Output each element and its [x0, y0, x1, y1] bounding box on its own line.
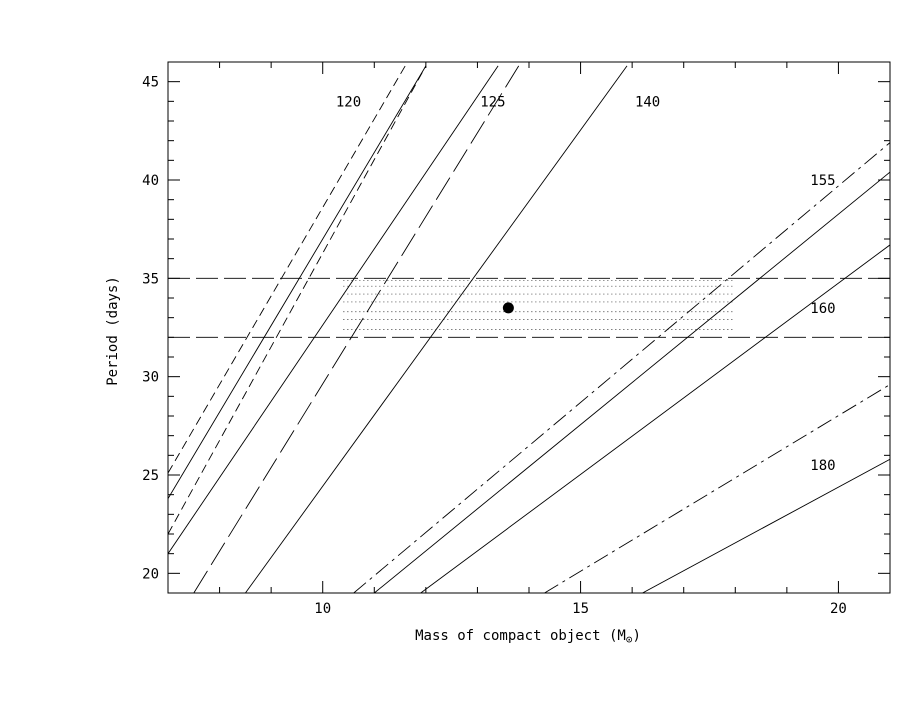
series-line-6 [353, 142, 890, 593]
x-axis-title: Mass of compact object (M⊙) [415, 628, 641, 646]
series-line-0 [168, 65, 406, 474]
y-tick-label: 35 [142, 271, 159, 287]
curve-label-160: 160 [810, 301, 835, 317]
y-tick-label: 45 [142, 75, 159, 91]
curve-label-120: 120 [336, 94, 361, 110]
series-line-8 [420, 244, 890, 593]
x-tick-label: 15 [572, 601, 589, 617]
series-line-2 [168, 65, 427, 535]
y-tick-label: 25 [142, 468, 159, 484]
curve-label-125: 125 [480, 94, 505, 110]
y-tick-label: 40 [142, 173, 159, 189]
x-tick-label: 20 [830, 601, 847, 617]
series-line-3 [168, 65, 499, 554]
y-tick-label: 30 [142, 370, 159, 386]
curve-labels: 120 125 140 155 160 180 [336, 94, 836, 474]
y-tick-label: 20 [142, 566, 159, 582]
solution-point [502, 302, 514, 314]
curve-label-140: 140 [635, 94, 660, 110]
series-line-9 [544, 384, 890, 593]
plot-frame [167, 61, 891, 594]
series-line-1 [168, 65, 427, 499]
y-axis-title: Period (days) [105, 276, 121, 386]
series-line-7 [374, 171, 890, 593]
period-bounds [168, 277, 890, 338]
series-line-10 [642, 458, 890, 593]
series-layer [168, 65, 890, 593]
marker [502, 302, 514, 314]
x-tick-label: 10 [314, 601, 331, 617]
series-line-5 [245, 65, 628, 593]
series-line-4 [193, 65, 520, 593]
curve-label-180: 180 [810, 458, 835, 474]
axes-frame [167, 61, 891, 594]
ticks: 10 15 20 20 25 30 35 40 45 [142, 61, 891, 617]
curve-label-155: 155 [810, 173, 835, 189]
